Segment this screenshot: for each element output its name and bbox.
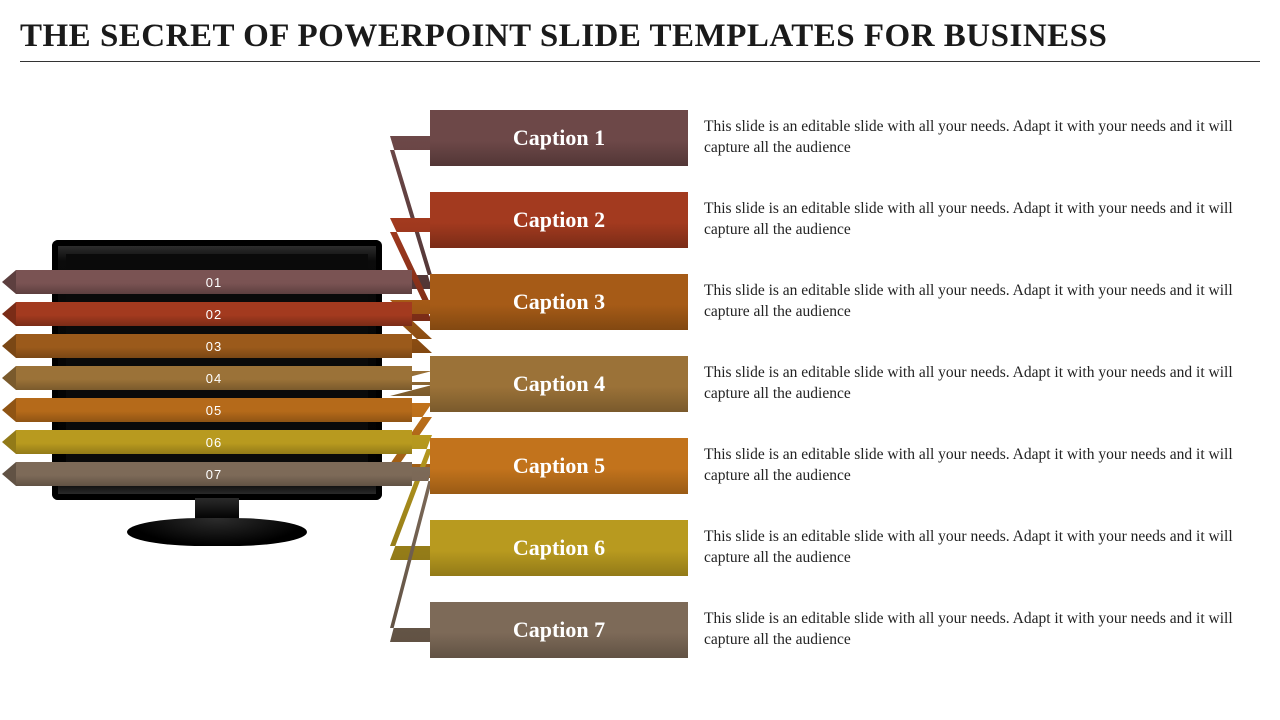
- caption-box: Caption 7: [430, 602, 688, 658]
- screen-row: 04: [2, 366, 412, 390]
- caption-label: Caption 6: [513, 535, 605, 561]
- arrow-left-icon: [2, 366, 16, 390]
- screen-row-bar: 02: [16, 302, 412, 326]
- caption-desc: This slide is an editable slide with all…: [688, 117, 1260, 159]
- caption-row: Caption 2 This slide is an editable slide…: [430, 184, 1260, 256]
- caption-desc: This slide is an editable slide with all…: [688, 609, 1260, 651]
- screen-row: 02: [2, 302, 412, 326]
- caption-label: Caption 1: [513, 125, 605, 151]
- caption-box: Caption 4: [430, 356, 688, 412]
- caption-desc: This slide is an editable slide with all…: [688, 281, 1260, 323]
- caption-box: Caption 1: [430, 110, 688, 166]
- screen-row: 05: [2, 398, 412, 422]
- caption-row: Caption 4 This slide is an editable slide…: [430, 348, 1260, 420]
- screen-row-bar: 03: [16, 334, 412, 358]
- arrow-left-icon: [2, 430, 16, 454]
- caption-box: Caption 3: [430, 274, 688, 330]
- monitor-neck: [195, 498, 239, 520]
- monitor-base: [127, 518, 307, 546]
- screen-row-num: 02: [206, 307, 222, 322]
- screen-row: 03: [2, 334, 412, 358]
- screen-row-num: 07: [206, 467, 222, 482]
- caption-label: Caption 4: [513, 371, 605, 397]
- screen-row-num: 03: [206, 339, 222, 354]
- caption-row: Caption 3 This slide is an editable slide…: [430, 266, 1260, 338]
- caption-box: Caption 6: [430, 520, 688, 576]
- caption-box: Caption 5: [430, 438, 688, 494]
- caption-box: Caption 2: [430, 192, 688, 248]
- screen-row-bar: 01: [16, 270, 412, 294]
- screen-row-bar: 06: [16, 430, 412, 454]
- caption-desc: This slide is an editable slide with all…: [688, 199, 1260, 241]
- caption-row: Caption 7 This slide is an editable slide…: [430, 594, 1260, 666]
- arrow-left-icon: [2, 302, 16, 326]
- screen-row-bar: 07: [16, 462, 412, 486]
- arrow-left-icon: [2, 270, 16, 294]
- screen-row: 07: [2, 462, 412, 486]
- caption-row: Caption 6 This slide is an editable slide…: [430, 512, 1260, 584]
- screen-row: 01: [2, 270, 412, 294]
- caption-desc: This slide is an editable slide with all…: [688, 363, 1260, 405]
- caption-label: Caption 5: [513, 453, 605, 479]
- caption-label: Caption 7: [513, 617, 605, 643]
- arrow-left-icon: [2, 334, 16, 358]
- screen-row: 06: [2, 430, 412, 454]
- screen-row-num: 01: [206, 275, 222, 290]
- arrow-left-icon: [2, 462, 16, 486]
- screen-row-num: 05: [206, 403, 222, 418]
- caption-label: Caption 3: [513, 289, 605, 315]
- caption-desc: This slide is an editable slide with all…: [688, 445, 1260, 487]
- arrow-left-icon: [2, 398, 16, 422]
- caption-row: Caption 1 This slide is an editable slide…: [430, 102, 1260, 174]
- screen-row-bar: 05: [16, 398, 412, 422]
- screen-row-num: 06: [206, 435, 222, 450]
- caption-desc: This slide is an editable slide with all…: [688, 527, 1260, 569]
- caption-label: Caption 2: [513, 207, 605, 233]
- caption-row: Caption 5 This slide is an editable slide…: [430, 430, 1260, 502]
- screen-row-num: 04: [206, 371, 222, 386]
- screen-row-bar: 04: [16, 366, 412, 390]
